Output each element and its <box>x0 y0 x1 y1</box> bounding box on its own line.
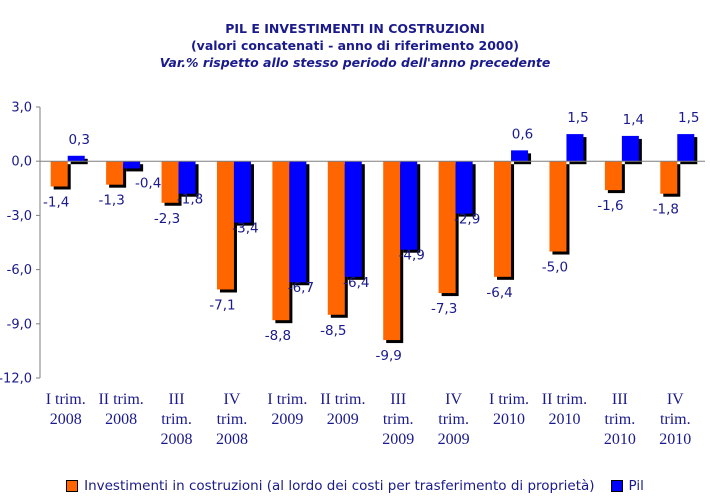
data-label-pil: 0,3 <box>68 132 89 148</box>
legend-swatch-blue <box>610 480 623 492</box>
x-tick-label: trim. <box>438 411 469 428</box>
x-tick-label: 2009 <box>382 431 414 448</box>
bar-pil <box>400 161 418 250</box>
data-label-pil: 1,5 <box>567 110 588 126</box>
x-tick-label: I trim. <box>489 391 529 408</box>
bar-pil <box>455 161 473 214</box>
bar-pil <box>566 134 584 162</box>
data-label-investimenti: -6,4 <box>486 285 512 301</box>
bar-pil <box>67 155 85 162</box>
data-label-investimenti: -9,9 <box>376 348 402 364</box>
data-label-pil: 0,6 <box>512 126 533 142</box>
x-tick-label: 2010 <box>548 411 580 428</box>
x-tick-label: III <box>612 391 628 408</box>
x-tick-label: III <box>169 391 185 408</box>
x-tick-label: 2010 <box>493 411 525 428</box>
data-label-pil: -0,4 <box>135 175 161 191</box>
data-label-pil: -4,9 <box>399 248 425 264</box>
data-label-pil: -6,4 <box>343 275 369 291</box>
y-tick-label: 3,0 <box>11 101 32 116</box>
y-tick-label: -9,0 <box>7 317 32 332</box>
bar-investimenti <box>272 161 290 321</box>
data-label-pil: -1,8 <box>177 192 203 208</box>
data-label-investimenti: -5,0 <box>542 260 568 276</box>
bar-pil <box>621 135 639 162</box>
x-tick-label: 2009 <box>271 411 303 428</box>
data-label-investimenti: -2,3 <box>154 211 180 227</box>
bar-pil <box>289 161 307 283</box>
x-tick-label: 2010 <box>604 431 636 448</box>
bar-investimenti <box>604 161 622 191</box>
bar-investimenti <box>383 161 401 341</box>
y-tick-label: -6,0 <box>7 263 32 278</box>
legend-label-pil: Pil <box>628 478 644 494</box>
data-label-investimenti: -7,3 <box>431 301 457 317</box>
x-tick-label: IV <box>445 391 462 408</box>
bar-investimenti <box>106 161 124 185</box>
y-tick-label: -12,0 <box>0 372 32 387</box>
x-tick-label: trim. <box>660 411 691 428</box>
x-tick-label: III <box>390 391 406 408</box>
data-label-pil: -2,9 <box>454 212 480 228</box>
x-tick-label: 2008 <box>161 431 193 448</box>
x-tick-label: trim. <box>217 411 248 428</box>
x-tick-label: trim. <box>605 411 636 428</box>
legend-item-pil: Pil <box>610 478 644 494</box>
x-tick-label: IV <box>667 391 684 408</box>
bar-investimenti <box>438 161 456 294</box>
data-label-investimenti: -8,5 <box>320 323 346 339</box>
data-label-pil: -6,7 <box>288 280 314 296</box>
data-label-pil: -3,4 <box>232 221 258 237</box>
bar-pil <box>178 161 196 194</box>
x-tick-label: I trim. <box>267 391 307 408</box>
legend-swatch-orange <box>66 480 79 492</box>
x-tick-label: 2008 <box>105 411 137 428</box>
x-tick-label: II trim. <box>98 391 143 408</box>
x-tick-label: 2008 <box>50 411 82 428</box>
bar-pil <box>677 134 695 162</box>
legend: Investimenti in costruzioni (al lordo de… <box>0 478 710 494</box>
bar-investimenti <box>327 161 345 315</box>
data-label-investimenti: -8,8 <box>265 328 291 344</box>
bar-investimenti <box>660 161 678 194</box>
bar-investimenti <box>50 161 68 187</box>
y-tick-label: 0,0 <box>11 155 32 170</box>
bar-pil <box>123 161 141 169</box>
y-tick-label: -3,0 <box>7 209 32 224</box>
x-tick-label: 2010 <box>659 431 691 448</box>
x-tick-label: 2009 <box>327 411 359 428</box>
bar-pil <box>344 161 362 277</box>
data-label-pil: 1,4 <box>623 112 644 128</box>
legend-item-investimenti: Investimenti in costruzioni (al lordo de… <box>66 478 595 494</box>
chart-subtitle-2: Var.% rispetto allo stesso periodo dell'… <box>159 55 551 70</box>
data-label-investimenti: -1,6 <box>597 198 623 214</box>
chart-subtitle: (valori concatenati - anno di riferiment… <box>190 38 520 53</box>
x-tick-label: II trim. <box>320 391 365 408</box>
bar-pil <box>511 150 529 162</box>
x-tick-label: 2009 <box>438 431 470 448</box>
bar-pil <box>233 161 251 223</box>
x-tick-label: trim. <box>161 411 192 428</box>
data-label-investimenti: -1,8 <box>653 202 679 218</box>
x-tick-label: trim. <box>383 411 414 428</box>
chart-titles: PIL E INVESTIMENTI IN COSTRUZIONI (valor… <box>0 20 710 71</box>
x-tick-label: 2008 <box>216 431 248 448</box>
x-tick-label: II trim. <box>542 391 587 408</box>
chart-title: PIL E INVESTIMENTI IN COSTRUZIONI <box>225 21 485 36</box>
legend-label-investimenti: Investimenti in costruzioni (al lordo de… <box>84 478 595 494</box>
bar-investimenti <box>161 161 179 203</box>
bar-investimenti <box>549 161 567 252</box>
data-label-investimenti: -1,4 <box>43 194 69 210</box>
bar-investimenti <box>216 161 234 290</box>
data-label-pil: 1,5 <box>678 110 699 126</box>
x-tick-label: IV <box>224 391 241 408</box>
x-tick-label: I trim. <box>46 391 86 408</box>
data-label-investimenti: -1,3 <box>98 193 124 209</box>
bar-investimenti <box>494 161 512 277</box>
data-label-investimenti: -7,1 <box>209 297 235 313</box>
